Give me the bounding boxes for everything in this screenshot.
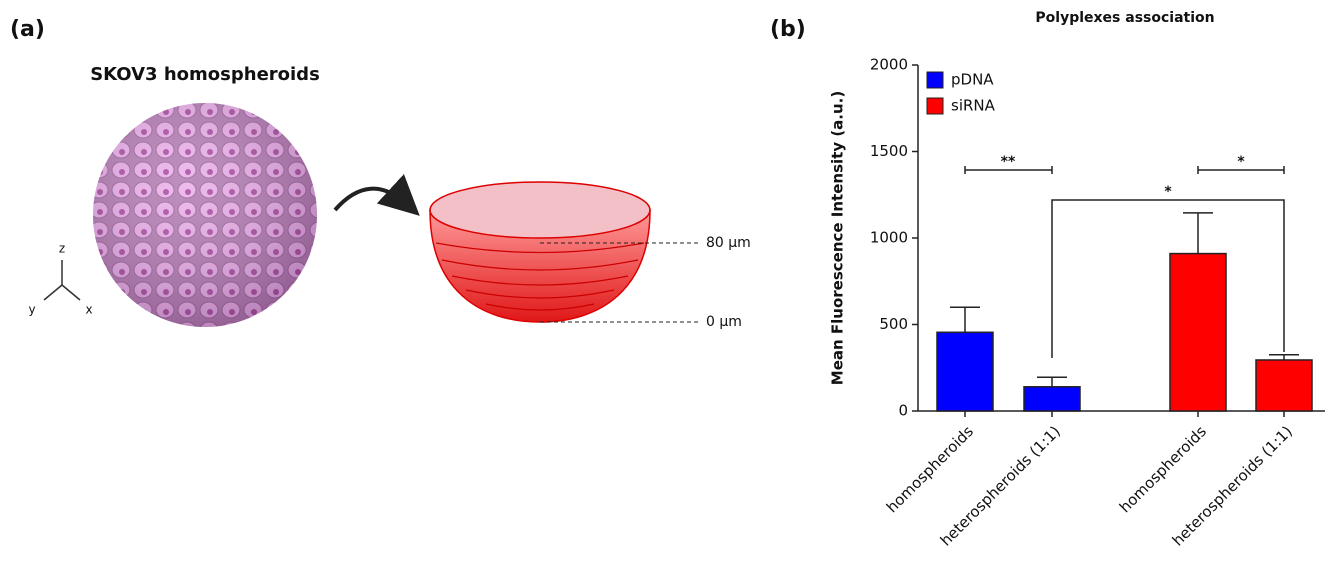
chart-title: Polyplexes association — [1035, 10, 1214, 26]
y-tick-label: 0 — [898, 402, 908, 420]
legend-swatch — [927, 72, 943, 88]
bar — [1256, 360, 1312, 411]
legend-label: pDNA — [951, 71, 994, 89]
y-tick-label: 2000 — [870, 56, 908, 74]
sig-bracket — [1052, 200, 1284, 358]
spheroid-shade — [93, 103, 317, 327]
axis-glyph — [44, 260, 80, 300]
arrow — [335, 189, 408, 210]
y-tick-label: 1000 — [870, 229, 908, 247]
axis-letter: z — [59, 242, 65, 256]
error-bar — [1183, 213, 1213, 254]
legend-swatch — [927, 98, 943, 114]
bar — [1024, 387, 1080, 411]
bar — [1170, 254, 1226, 411]
level-label: 0 µm — [706, 314, 742, 330]
figure: (a) SKOV3 homospheroids z y x 80 µm 0 µm… — [0, 0, 1334, 562]
panel-title: SKOV3 homospheroids — [90, 64, 320, 85]
x-tick-label: homospheroids — [1116, 422, 1210, 516]
error-bar — [1269, 355, 1299, 360]
x-tick-label: homospheroids — [883, 422, 977, 516]
level-label: 80 µm — [706, 235, 751, 251]
annotation: * — [1164, 184, 1172, 200]
y-tick-label: 500 — [879, 315, 908, 333]
error-bar — [950, 307, 980, 332]
error-bar — [1037, 377, 1067, 387]
y-axis-label: Mean Fluorescence Intensity (a.u.) — [829, 91, 847, 385]
bar — [937, 332, 993, 411]
axis-letter: y — [28, 303, 35, 317]
legend-label: siRNA — [951, 97, 996, 115]
panel-label: (a) — [10, 17, 45, 42]
annotation: * — [1237, 154, 1245, 170]
cut-surface — [430, 182, 650, 238]
annotation: ** — [1001, 154, 1016, 170]
y-tick-label: 1500 — [870, 142, 908, 160]
axis-letter: x — [85, 303, 92, 317]
panel-label: (b) — [770, 17, 806, 42]
